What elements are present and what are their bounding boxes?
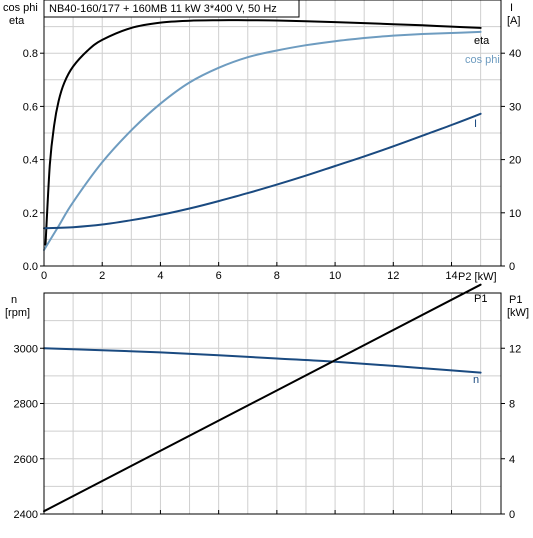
curve-p1	[43, 283, 482, 513]
x-tick-label: 2	[99, 270, 105, 282]
x-tick-label: 10	[329, 270, 341, 282]
top-left-axis-label-1: cos phi	[3, 2, 38, 14]
top-right-y-tick-label: 40	[509, 48, 521, 60]
top-left-y-tick-label: 0.6	[23, 101, 38, 113]
series-label-eta: eta	[474, 35, 490, 47]
curve-eta	[44, 19, 482, 246]
bottom-right-y-tick-label: 0	[509, 509, 515, 521]
top-left-y-tick-label: 0.8	[23, 48, 38, 60]
bottom-left-y-tick-label: 2600	[14, 454, 38, 466]
curve-layer	[43, 19, 482, 513]
series-label-current: I	[474, 118, 477, 130]
curve-n	[43, 347, 482, 374]
top-right-y-tick-label: 20	[509, 155, 521, 167]
top-right-y-tick-label: 30	[509, 101, 521, 113]
bottom-left-axis-label-2: [rpm]	[5, 307, 30, 319]
bottom-right-axis-label-2: [kW]	[507, 307, 529, 319]
top-left-y-tick-label: 0.0	[23, 261, 38, 273]
x-axis-label: P2 [kW]	[458, 271, 497, 283]
top-left-y-tick-label: 0.2	[23, 208, 38, 220]
top-left-axis-label-2: eta	[9, 15, 25, 27]
bottom-right-axis-label-1: P1	[509, 294, 522, 306]
title-box	[43, 0, 300, 18]
x-tick-label: 8	[274, 270, 280, 282]
x-tick-label: 12	[387, 270, 399, 282]
series-label-cos-phi: cos phi	[465, 54, 500, 66]
top-left-y-tick-label: 0.4	[23, 155, 38, 167]
curve-cos-phi	[43, 30, 482, 251]
x-tick-label: 0	[41, 270, 47, 282]
bottom-right-y-tick-label: 12	[509, 343, 521, 355]
grid-layer	[44, 0, 501, 514]
series-label-p1: P1	[474, 293, 487, 305]
bottom-left-y-tick-label: 2400	[14, 509, 38, 521]
x-tick-label: 4	[157, 270, 163, 282]
x-tick-label: 6	[216, 270, 222, 282]
chart-title: NB40-160/177 + 160MB 11 kW 3*400 V, 50 H…	[49, 3, 277, 15]
bottom-left-y-tick-label: 3000	[14, 343, 38, 355]
bottom-right-y-tick-label: 4	[509, 454, 515, 466]
bottom-left-axis-label-1: n	[11, 294, 17, 306]
bottom-right-y-tick-label: 8	[509, 399, 515, 411]
curve-i	[43, 112, 482, 230]
top-right-axis-label-2: [A]	[507, 15, 520, 27]
x-tick-label: 14	[445, 270, 457, 282]
top-plot-frame	[43, 0, 502, 267]
top-right-y-tick-label: 0	[509, 261, 515, 273]
tick-layer: 0 2 4 6 8 10 12 140.00.20.40.60.801020304024002…	[14, 48, 522, 521]
top-right-axis-label-1: I	[510, 2, 513, 14]
bottom-left-y-tick-label: 2800	[14, 399, 38, 411]
series-label-speed: n	[473, 374, 479, 386]
top-right-y-tick-label: 10	[509, 208, 521, 220]
